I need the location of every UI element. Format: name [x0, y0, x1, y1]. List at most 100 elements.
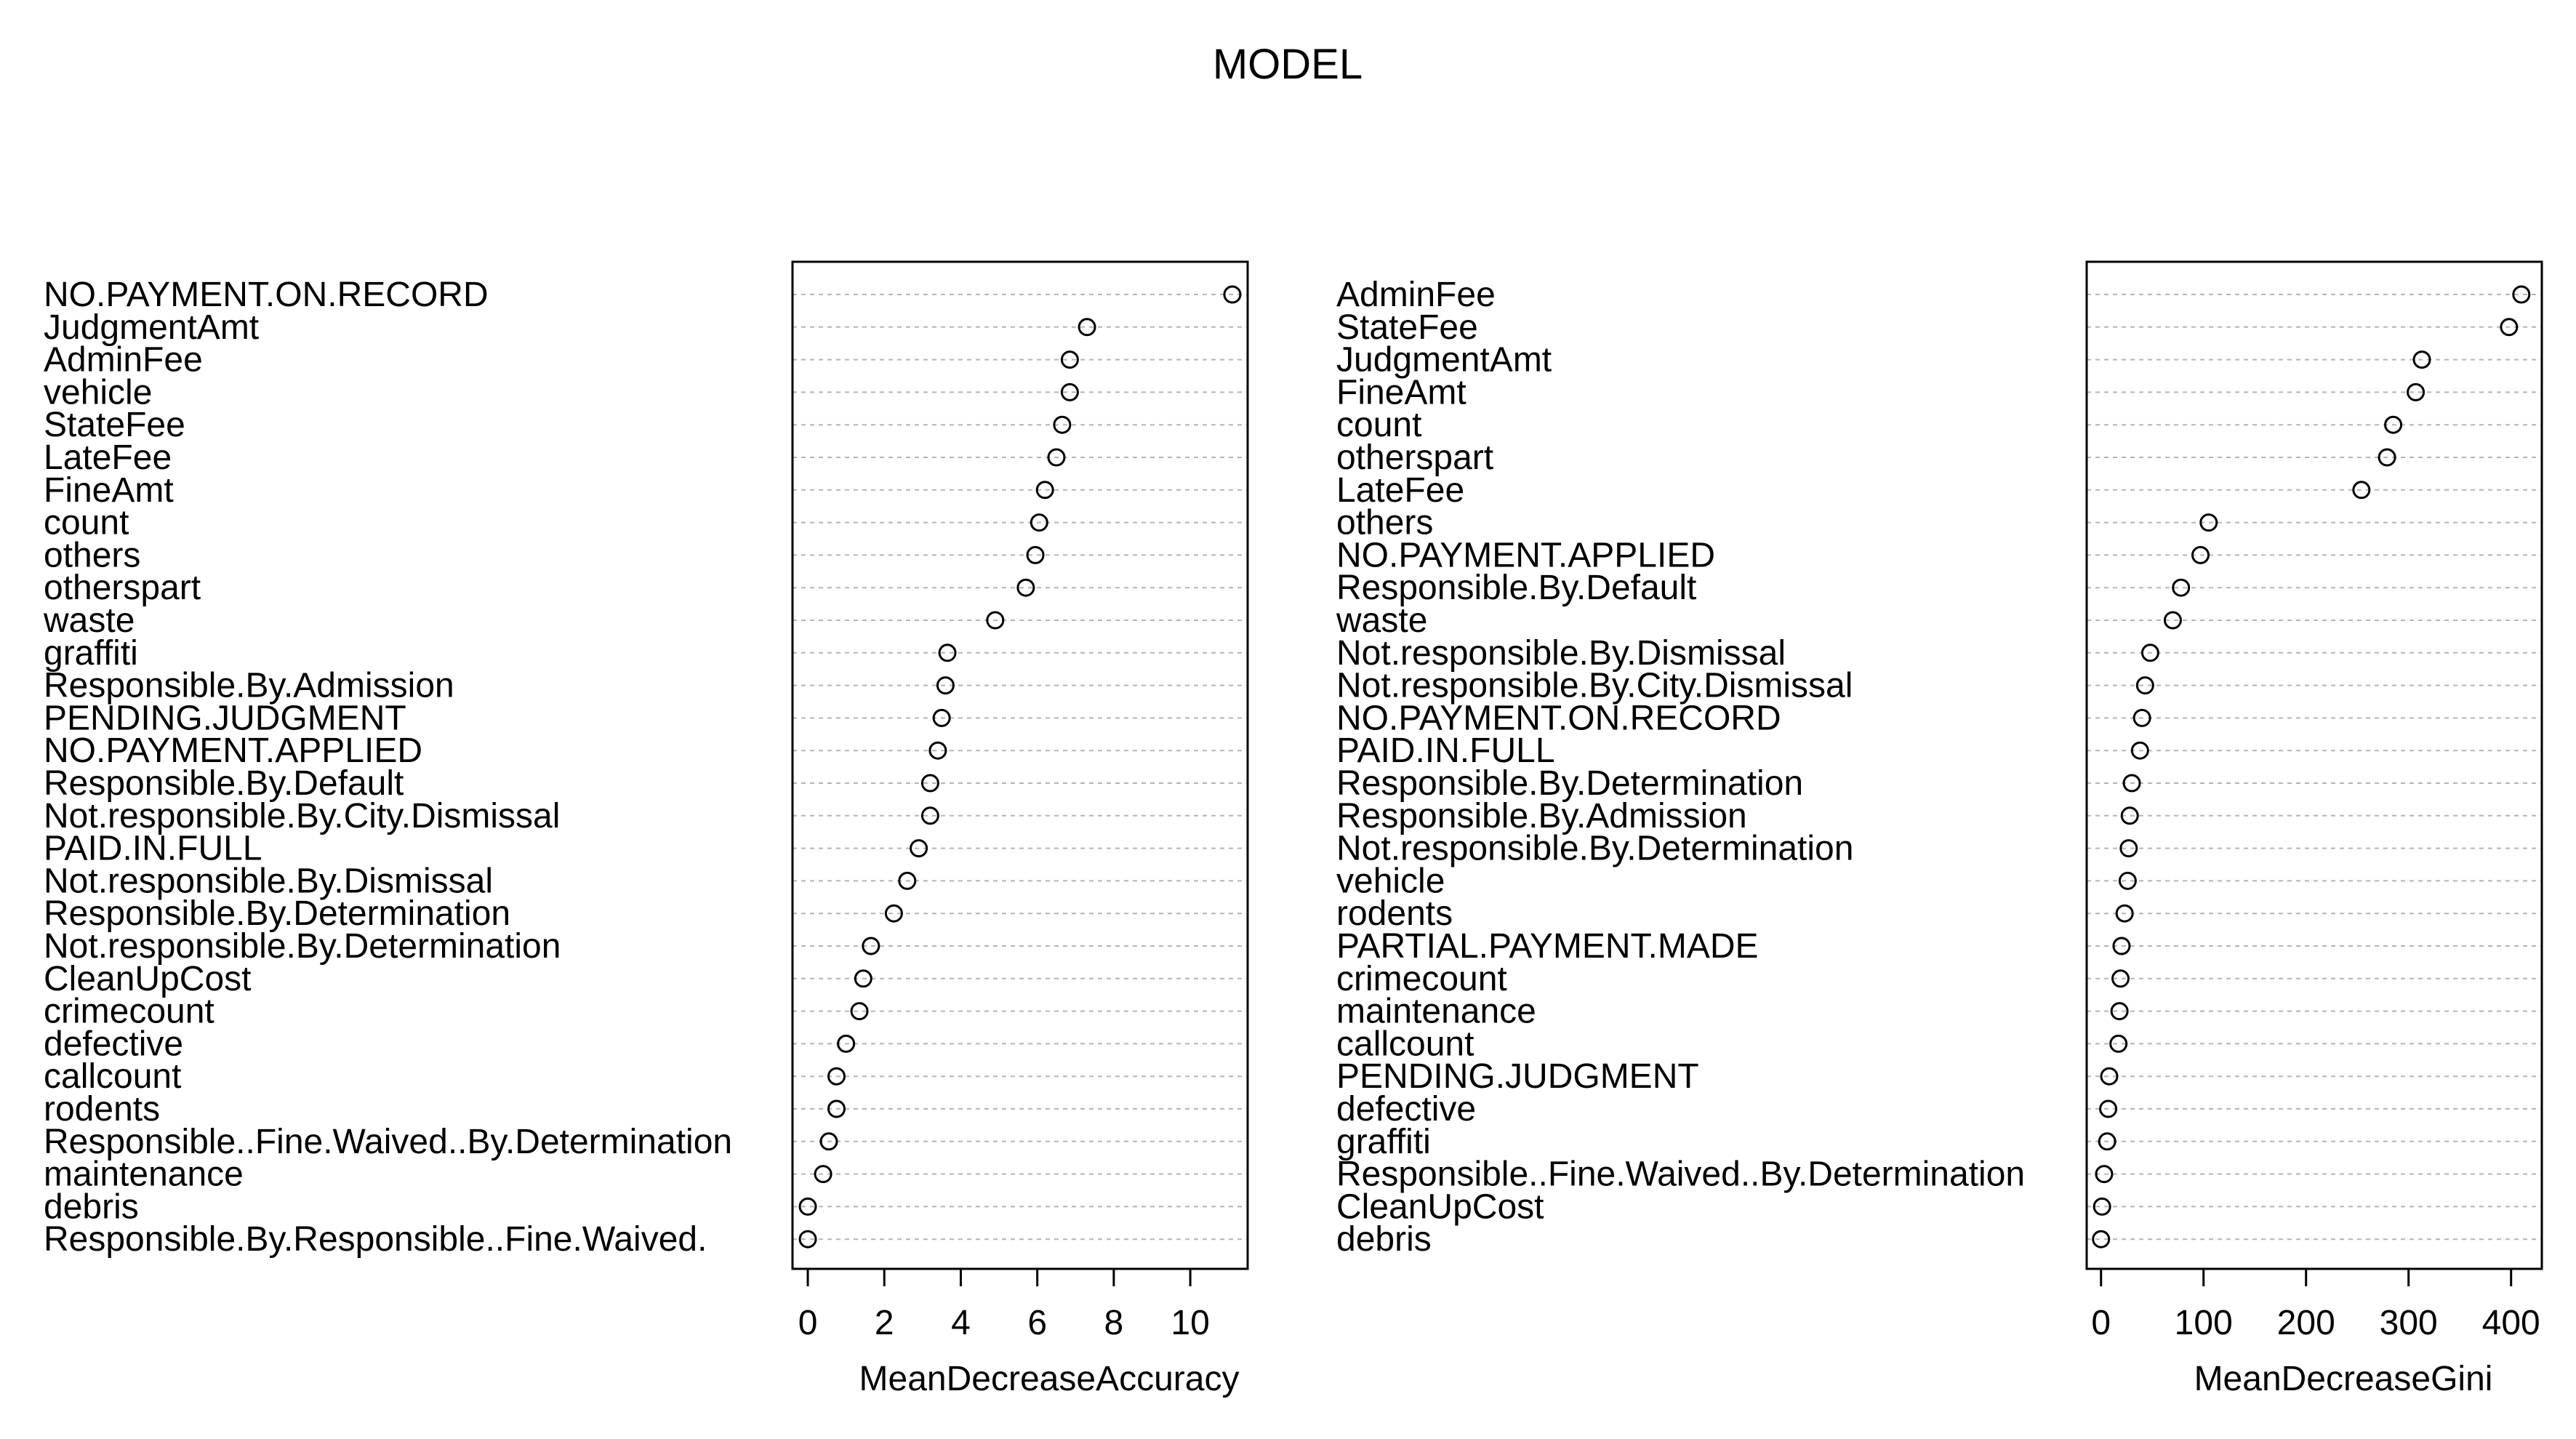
importance-point: [2378, 448, 2396, 467]
variable-label: waste: [1336, 601, 1427, 640]
panel-2: AdminFeeStateFeeJudgmentAmtFineAmtcounto…: [1336, 260, 2543, 1398]
importance-point: [986, 611, 1005, 630]
variable-label: others: [1336, 504, 1433, 542]
variable-label: Responsible.By.Admission: [44, 667, 454, 705]
importance-point: [2115, 904, 2134, 923]
importance-point: [2118, 871, 2137, 890]
importance-point: [850, 1002, 869, 1021]
importance-point: [2111, 969, 2130, 988]
importance-point: [1026, 545, 1045, 564]
importance-point: [2140, 644, 2159, 662]
variable-label: NO.PAYMENT.APPLIED: [1336, 536, 1715, 574]
importance-point: [936, 676, 955, 695]
importance-point: [854, 969, 872, 988]
variable-label: maintenance: [44, 1155, 244, 1194]
importance-point: [819, 1132, 838, 1151]
importance-point: [2500, 318, 2519, 337]
variable-label: callcount: [1336, 1025, 1474, 1063]
importance-point: [2132, 708, 2151, 727]
importance-point: [1053, 415, 1072, 434]
importance-point: [2099, 1099, 2118, 1118]
importance-point: [1078, 318, 1096, 337]
variable-label: otherspart: [1336, 438, 1493, 477]
variable-label: FineAmt: [44, 471, 174, 510]
x-tick-label: 10: [1171, 1304, 1209, 1342]
importance-point: [2512, 285, 2531, 304]
x-tick-label: 4: [951, 1304, 971, 1342]
importance-point: [2191, 545, 2210, 564]
importance-point: [798, 1197, 817, 1216]
importance-point: [2092, 1230, 2111, 1248]
x-tick-label: 6: [1027, 1304, 1047, 1342]
x-tick-label: 2: [875, 1304, 894, 1342]
importance-point: [862, 937, 880, 955]
x-tick-label: 0: [2091, 1304, 2111, 1342]
importance-point: [932, 708, 951, 727]
importance-point: [2163, 611, 2182, 630]
importance-point: [837, 1034, 856, 1053]
importance-point: [2412, 350, 2431, 369]
variable-label: count: [44, 504, 129, 542]
variable-label: JudgmentAmt: [1336, 341, 1552, 380]
importance-point: [920, 806, 939, 825]
variable-label: debris: [1336, 1220, 1432, 1259]
variable-label: debris: [44, 1187, 139, 1226]
variable-label: defective: [1336, 1090, 1476, 1129]
variable-label: PENDING.JUDGMENT: [44, 699, 406, 737]
variable-label: Responsible..Fine.Waived..By.Determinati…: [44, 1123, 732, 1161]
variable-label: crimecount: [1336, 960, 1507, 998]
importance-point: [2130, 741, 2149, 760]
importance-point: [827, 1067, 846, 1086]
variable-label: StateFee: [44, 406, 185, 444]
variable-label: AdminFee: [44, 341, 203, 380]
x-axis-title: MeanDecreaseAccuracy: [859, 1360, 1240, 1398]
importance-point: [2384, 415, 2403, 434]
variable-label: PARTIAL.PAYMENT.MADE: [1336, 927, 1759, 966]
variable-label: Not.responsible.By.Dismissal: [44, 862, 493, 900]
importance-point: [1060, 382, 1079, 401]
variable-label: Not.responsible.By.City.Dismissal: [1336, 667, 1853, 705]
importance-point: [2095, 1165, 2114, 1184]
variable-label: Not.responsible.By.Dismissal: [1336, 634, 1786, 673]
chart-title: MODEL: [1213, 41, 1363, 88]
variable-label: FineAmt: [1336, 373, 1466, 412]
importance-point: [2110, 1002, 2129, 1021]
x-tick-label: 0: [798, 1304, 818, 1342]
importance-point: [2122, 774, 2141, 793]
importance-point: [814, 1165, 832, 1184]
variable-label: defective: [44, 1025, 183, 1063]
variable-label: Not.responsible.By.Determination: [44, 927, 561, 966]
importance-point: [2100, 1067, 2119, 1086]
importance-point: [2119, 839, 2138, 858]
variable-label: Responsible..Fine.Waived..By.Determinati…: [1336, 1155, 2025, 1194]
importance-point: [2407, 382, 2425, 401]
variable-label: Responsible.By.Responsible..Fine.Waived.: [44, 1220, 707, 1259]
variable-label: NO.PAYMENT.APPLIED: [44, 731, 422, 770]
variable-label: maintenance: [1336, 993, 1536, 1031]
importance-point: [2112, 937, 2131, 955]
x-tick-label: 300: [2380, 1304, 2438, 1342]
importance-point: [798, 1230, 817, 1248]
variable-label: JudgmentAmt: [44, 308, 259, 347]
panel-1: NO.PAYMENT.ON.RECORDJudgmentAmtAdminFeev…: [43, 260, 1249, 1398]
importance-point: [898, 871, 917, 890]
variable-label: others: [44, 536, 140, 574]
importance-point: [920, 774, 939, 793]
importance-point: [2093, 1197, 2111, 1216]
variable-label: vehicle: [44, 373, 152, 412]
variable-label: NO.PAYMENT.ON.RECORD: [1336, 699, 1781, 737]
importance-point: [2098, 1132, 2116, 1151]
x-tick-label: 100: [2175, 1304, 2233, 1342]
variable-label: PAID.IN.FULL: [44, 830, 262, 868]
importance-point: [1223, 285, 1242, 304]
variable-label: Responsible.By.Default: [1336, 569, 1696, 607]
variable-label: PAID.IN.FULL: [1336, 731, 1555, 770]
importance-point: [2172, 578, 2191, 597]
importance-point: [2135, 676, 2154, 695]
variable-label: otherspart: [44, 569, 201, 607]
variable-label: Responsible.By.Admission: [1336, 797, 1747, 835]
variable-label: LateFee: [44, 438, 172, 477]
importance-point: [1035, 481, 1054, 500]
importance-point: [1047, 448, 1066, 467]
